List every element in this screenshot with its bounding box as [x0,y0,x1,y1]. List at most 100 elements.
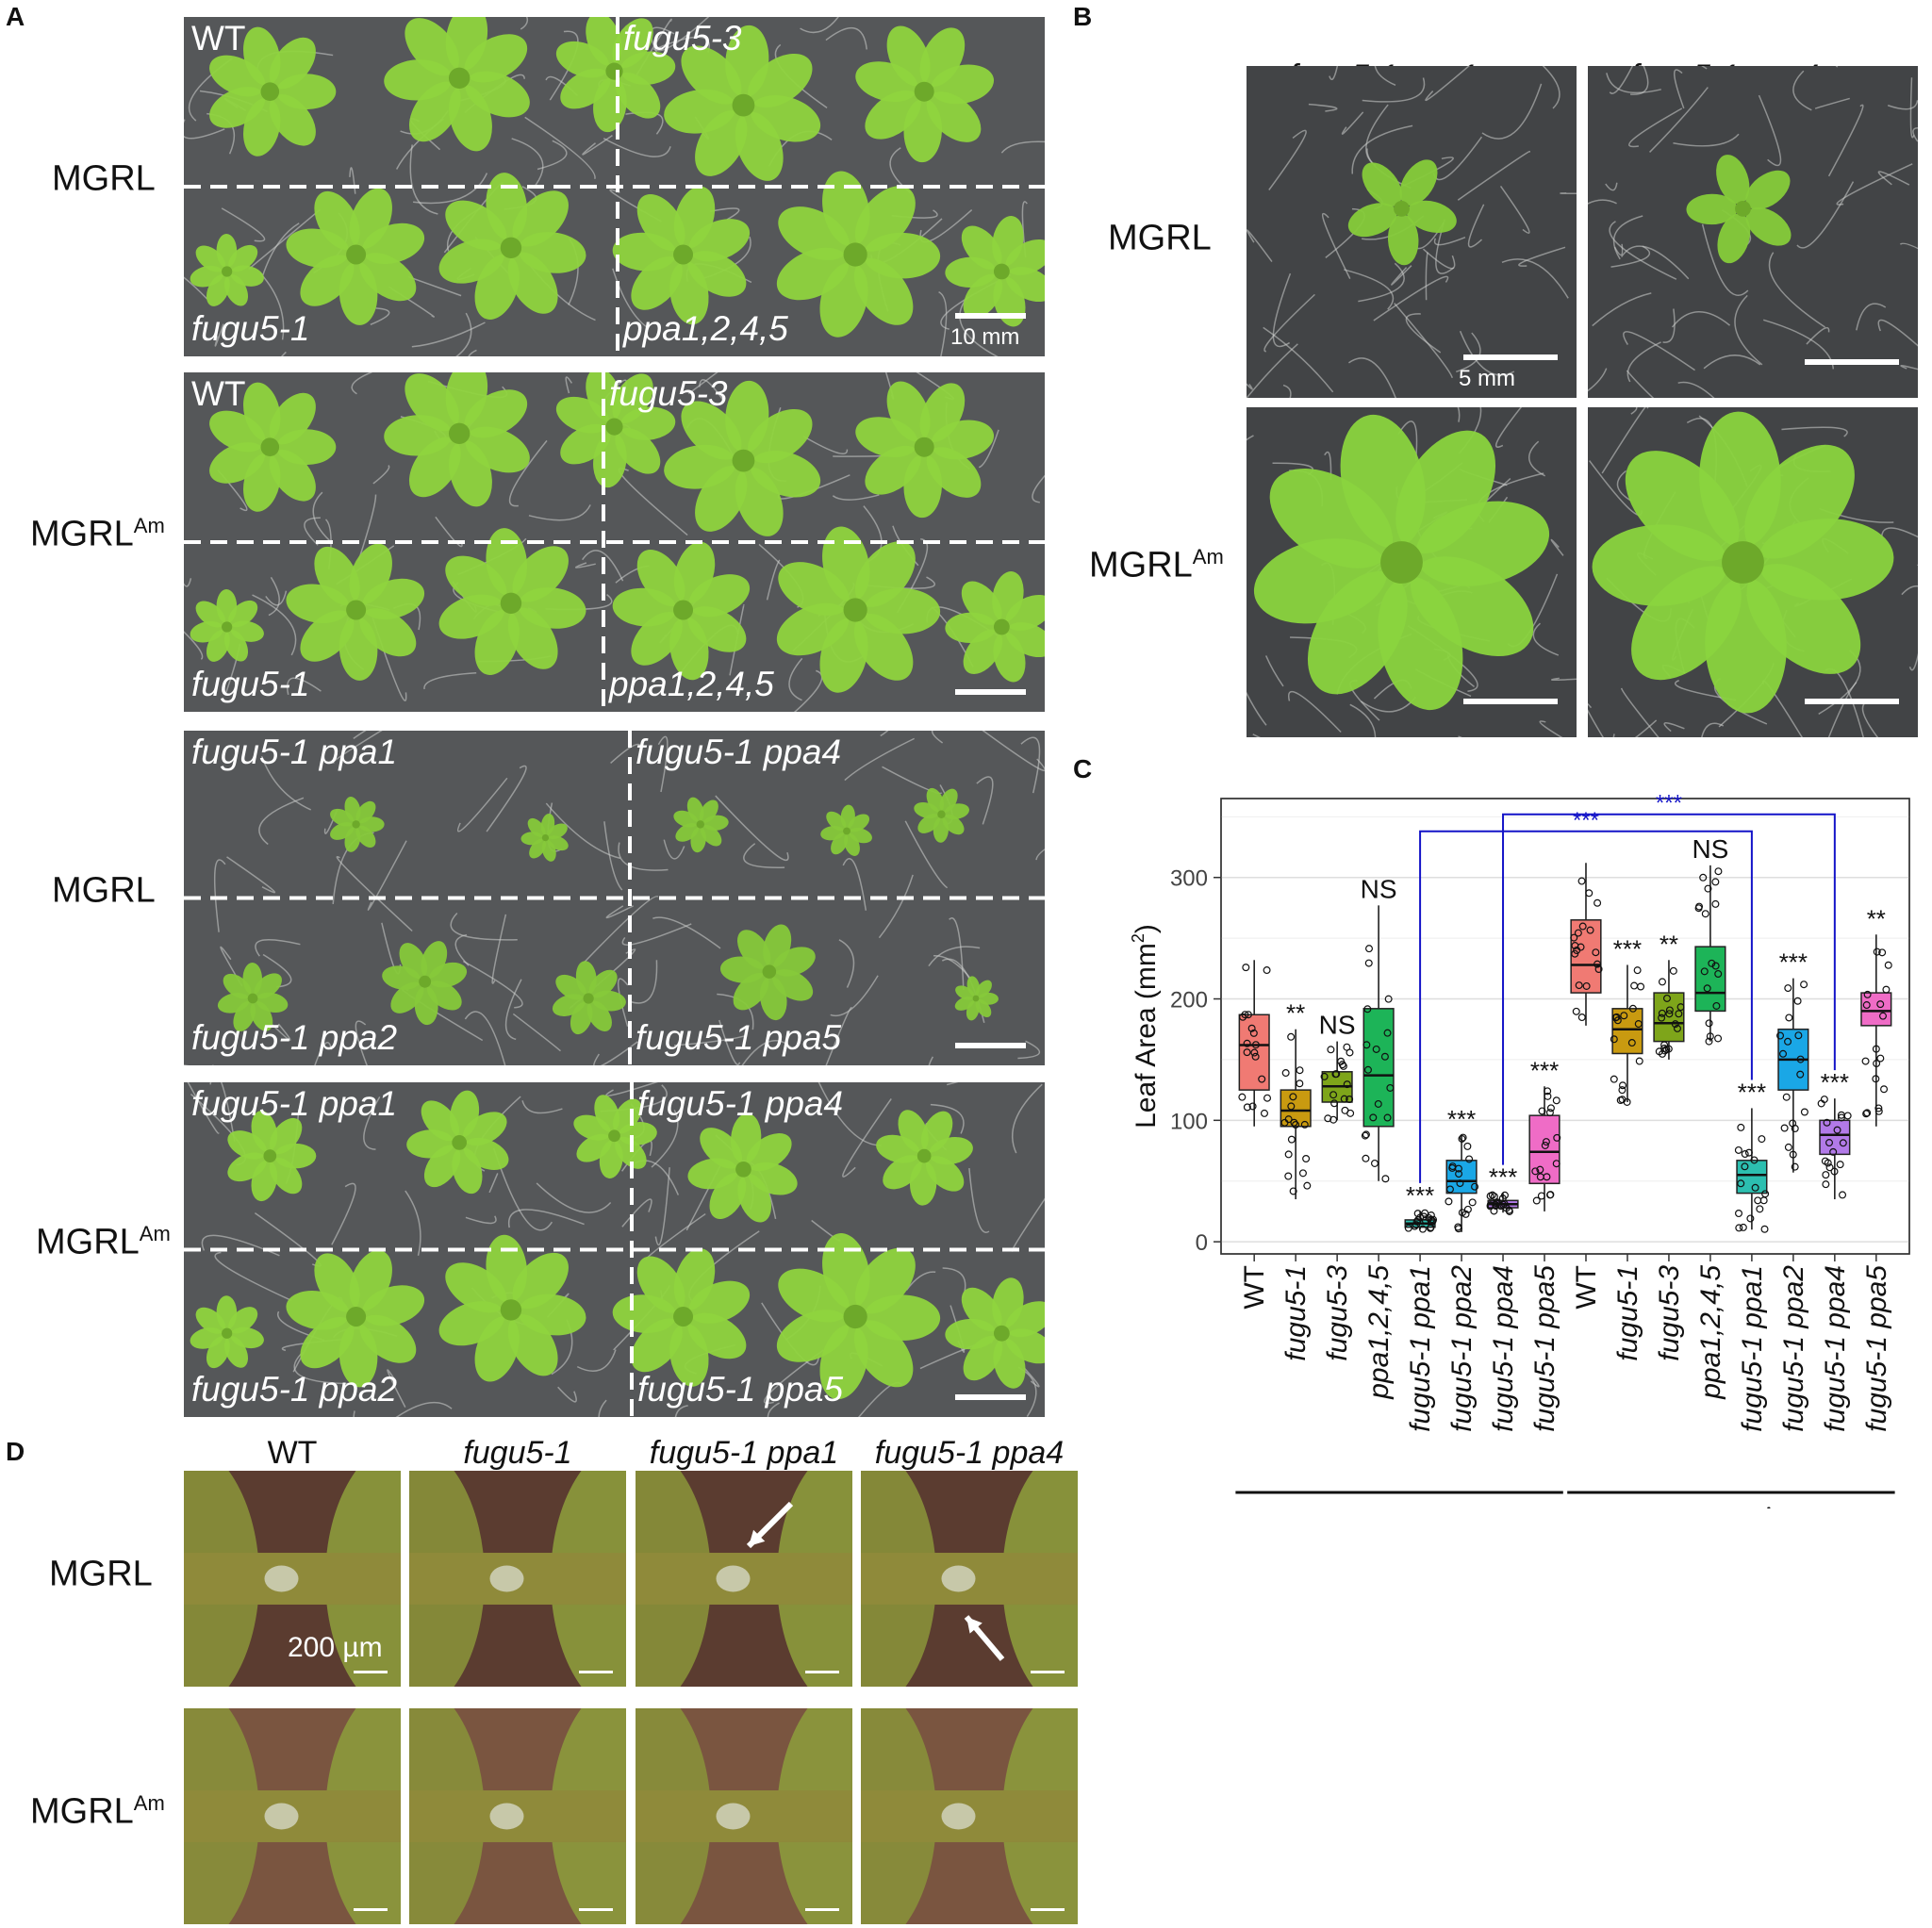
box-1 [1238,960,1272,1127]
data-point [1780,1124,1789,1132]
x-tick-label: fugu5-1 ppa2 [1446,1265,1478,1432]
data-point [1593,960,1602,968]
panel-a-row-label: MGRL [52,158,156,199]
panel-a-rosette-4-2 [406,1090,509,1195]
data-point [1784,1143,1792,1151]
data-point [1594,964,1603,973]
data-point [1445,1185,1454,1194]
panel-d-scale-bar [354,1671,388,1673]
data-point [1833,1126,1841,1134]
data-point [1705,1019,1713,1028]
data-point [1703,984,1711,993]
panel-b-scale-text: 5 mm [1459,366,1515,391]
x-tick-label: fugu5-1 ppa4 [1488,1265,1519,1432]
data-point [1420,1212,1428,1221]
panel-d-photo-2-3 [636,1708,852,1924]
data-point [1872,1045,1880,1053]
x-tick-label: ppa1,2,4,5 [1695,1265,1726,1400]
box-16 [1860,934,1892,1127]
data-point [1633,966,1642,975]
panel-a-genotype-label: WT [191,374,246,413]
data-point [1361,1131,1369,1140]
data-point [1779,1049,1788,1058]
box-15 [1817,1096,1852,1200]
panel-a-rosette-3-5 [914,787,969,843]
panel-d-scale-bar [579,1908,613,1911]
significance-label: *** [1530,1056,1559,1084]
panel-a-genotype-label: fugu5-1 [191,665,310,703]
data-point [1577,1013,1586,1022]
data-point [1873,1060,1881,1068]
panel-a-genotype-label: fugu5-1 ppa5 [636,1018,842,1057]
data-point [1839,1191,1847,1199]
panel-label-c: C [1073,754,1093,783]
data-point [1665,1006,1674,1014]
data-point [1251,1041,1260,1049]
comparison-label: *** [1656,791,1682,816]
data-point [1493,1198,1501,1207]
data-point [1244,1011,1252,1019]
y-tick-label: 0 [1196,1230,1208,1256]
panel-a-rosette-2-11 [945,570,1045,683]
data-point [1839,1139,1847,1147]
data-point [1708,959,1716,967]
data-point [1327,1046,1335,1054]
data-point [1363,1065,1372,1074]
data-point [1862,1110,1871,1118]
panel-a-rosette-4-8 [438,1234,586,1382]
data-point [1592,948,1600,957]
box-13 [1734,1108,1770,1233]
panel-d-scale-bar [1031,1671,1065,1673]
data-point [1300,1120,1309,1129]
group-label: MGRL [1353,1507,1445,1508]
x-tick-label: fugu5-1 ppa4 [1820,1265,1851,1432]
data-point [1658,1009,1666,1017]
x-tick-label: fugu5-1 [1612,1265,1643,1361]
data-point [1634,1020,1643,1029]
data-point [1741,1162,1749,1171]
panel-a-rosette-3-10 [954,976,999,1021]
panel-a-rosette-3-9 [719,924,816,1021]
data-point [1714,969,1723,978]
panel-a-rosette-1-1 [209,26,337,157]
box-9 [1570,863,1603,1026]
data-point [1545,1191,1554,1199]
panel-a-rosette-3-6 [217,963,289,1032]
panel-b-rosette-3 [1253,414,1550,711]
data-point [1705,1037,1713,1046]
data-point [1445,1197,1453,1206]
data-point [1340,1095,1348,1103]
data-point [1756,1205,1764,1213]
data-point [1362,1130,1370,1139]
group-label: MGRLAm [1669,1503,1792,1508]
data-point [1829,1147,1838,1156]
data-point [1362,1154,1370,1162]
data-point [1544,1087,1552,1096]
box-body [1694,946,1726,1013]
box-10 [1610,964,1645,1106]
data-point [1572,1007,1580,1015]
panel-a-rosette-1-3 [555,17,676,133]
data-point [1552,1096,1560,1105]
data-point [1575,981,1583,990]
panel-a-rosette-2-8 [438,528,586,675]
data-point [1585,889,1593,898]
data-point [1241,1011,1249,1019]
data-point [1699,873,1708,882]
panel-a-rosette-1-5 [855,25,995,163]
panel-a-rosette-4-6 [190,1295,264,1369]
panel-a-genotype-label: ppa1,2,4,5 [623,309,788,348]
box-body [1528,1114,1560,1185]
significance-label: *** [1613,934,1642,963]
data-point [1463,1205,1472,1213]
data-point [1386,1083,1395,1092]
box-11 [1653,960,1685,1060]
x-tick-label: fugu5-1 [1280,1265,1312,1361]
panel-a-photo-2: WT fugu5-3 fugu5-1 ppa1,2,4,5 [184,372,1045,712]
panel-b-photo-4 [1588,407,1918,737]
data-point [1782,1093,1791,1101]
panel-label-d: D [6,1437,25,1466]
data-point [1675,1010,1683,1018]
box-14 [1776,978,1809,1173]
data-point [1760,1225,1769,1233]
